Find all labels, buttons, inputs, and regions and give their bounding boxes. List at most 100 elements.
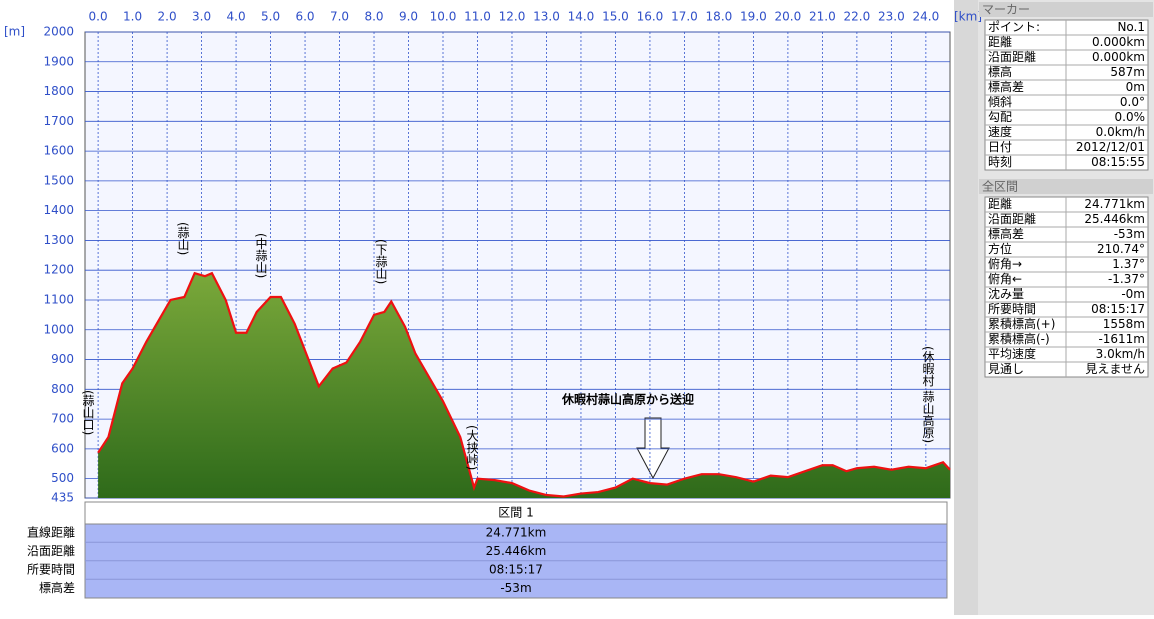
annotation: (中蒜山)	[254, 233, 268, 278]
x-unit: [km]	[954, 10, 982, 24]
annotation: (蒜山口)	[81, 390, 95, 435]
x-tick-label: 12.0	[499, 10, 526, 24]
x-tick-label: 20.0	[775, 10, 802, 24]
panel-value: 0.000km	[1092, 50, 1145, 64]
y-tick-label: 600	[51, 441, 74, 455]
annotation: (大挟峠)	[465, 425, 479, 470]
panel-label: 距離	[988, 197, 1012, 211]
annotation: 休暇村蒜山高原から送迎	[561, 392, 694, 407]
x-tick-label: 24.0	[912, 10, 939, 24]
segment-label: 沿面距離	[27, 544, 75, 558]
panel-label: 標高差	[988, 226, 1024, 241]
segment-header: 区間 1	[498, 506, 533, 520]
y-tick-label: 500	[51, 471, 74, 485]
x-tick-label: 2.0	[158, 10, 177, 24]
panel-value: 25.446km	[1084, 212, 1145, 226]
y-tick-label: 2000	[43, 25, 74, 39]
y-tick-label: 800	[51, 382, 74, 396]
annotation: (下蒜山)	[374, 239, 388, 284]
x-tick-label: 17.0	[671, 10, 698, 24]
y-tick-label: 1600	[43, 144, 74, 158]
panel-value: 2012/12/01	[1076, 140, 1145, 154]
x-tick-label: 9.0	[399, 10, 418, 24]
x-tick-label: 16.0	[637, 10, 664, 24]
panel-label: 累積標高(-)	[988, 331, 1050, 346]
y-tick-label: 700	[51, 412, 74, 426]
x-tick-label: 23.0	[878, 10, 905, 24]
y-tick-label: 1700	[43, 114, 74, 128]
panel-value: -1.37°	[1108, 272, 1145, 286]
panel-label: 沿面距離	[988, 50, 1036, 64]
segment-label: 所要時間	[27, 563, 75, 577]
segment-label: 標高差	[39, 580, 75, 595]
y-tick-label: 1000	[43, 322, 74, 336]
x-tick-label: 14.0	[568, 10, 595, 24]
panel-value: 210.74°	[1097, 242, 1145, 256]
panel-value: 08:15:55	[1091, 155, 1145, 169]
panel-value: 見えません	[1085, 362, 1145, 376]
panel-label: 距離	[988, 35, 1012, 49]
panel-label: ポイント:	[988, 20, 1040, 34]
scrollbar	[954, 0, 978, 615]
panel-value: 0.0°	[1120, 95, 1145, 109]
x-tick-label: 13.0	[533, 10, 560, 24]
panel-label: 平均速度	[988, 346, 1036, 361]
panel-value: No.1	[1117, 20, 1145, 34]
panel-label: 傾斜	[988, 95, 1012, 109]
panel-title: 全区間	[982, 179, 1018, 194]
panel-title-bg	[979, 179, 1153, 194]
y-tick-label: 1200	[43, 263, 74, 277]
segment-value: -53m	[500, 581, 531, 595]
panel-value: 3.0km/h	[1096, 347, 1145, 361]
panel-label: 沈み量	[988, 286, 1024, 301]
panel-label: 方位	[988, 241, 1012, 256]
panel-value: 0.000km	[1092, 35, 1145, 49]
arrow	[636, 417, 670, 480]
x-tick-label: 21.0	[809, 10, 836, 24]
y-tick-label: 1900	[43, 54, 74, 68]
panel-label: 累積標高(+)	[988, 316, 1055, 331]
panel-label: 標高差	[988, 79, 1024, 94]
segment-value: 24.771km	[486, 526, 547, 540]
panel-value: 0.0km/h	[1096, 125, 1145, 139]
y-tick-label: 1500	[43, 173, 74, 187]
y-tick-label: 435	[51, 491, 74, 505]
annotation: (休暇村 蒜山高原)	[921, 346, 935, 443]
x-tick-label: 6.0	[295, 10, 314, 24]
elevation-line	[97, 271, 951, 498]
elevation-area	[98, 273, 950, 498]
panel-label: 見通し	[988, 362, 1024, 376]
panel-label: 沿面距離	[988, 212, 1036, 226]
x-tick-label: 3.0	[192, 10, 211, 24]
panel-value: 0m	[1126, 80, 1145, 94]
panel-value: 1.37°	[1112, 257, 1145, 271]
segment-value: 08:15:17	[489, 563, 543, 577]
x-tick-label: 5.0	[261, 10, 280, 24]
y-tick-label: 1300	[43, 233, 74, 247]
panel-value: 1558m	[1103, 317, 1145, 331]
panel-value: 24.771km	[1084, 197, 1145, 211]
x-tick-label: 11.0	[464, 10, 491, 24]
x-tick-label: 18.0	[706, 10, 733, 24]
panel-title-bg	[979, 2, 1153, 17]
y-unit: [m]	[4, 25, 25, 39]
segment-value: 25.446km	[486, 544, 547, 558]
panel-label: 標高	[988, 64, 1012, 79]
panel-label: 時刻	[988, 155, 1012, 169]
y-tick-label: 1800	[43, 84, 74, 98]
panel-value: -0m	[1121, 287, 1145, 301]
panel-label: 俯角→	[988, 256, 1022, 271]
panel-title: マーカー	[982, 3, 1030, 17]
x-tick-label: 1.0	[123, 10, 142, 24]
x-tick-label: 8.0	[364, 10, 383, 24]
x-tick-label: 10.0	[430, 10, 457, 24]
segment-label: 直線距離	[27, 525, 75, 540]
x-tick-label: 22.0	[844, 10, 871, 24]
panel-label: 俯角←	[988, 271, 1022, 286]
y-tick-label: 1400	[43, 203, 74, 217]
panel-value: 0.0%	[1115, 110, 1146, 124]
x-tick-label: 4.0	[227, 10, 246, 24]
x-tick-label: 0.0	[89, 10, 108, 24]
panel-value: -1611m	[1098, 332, 1145, 346]
